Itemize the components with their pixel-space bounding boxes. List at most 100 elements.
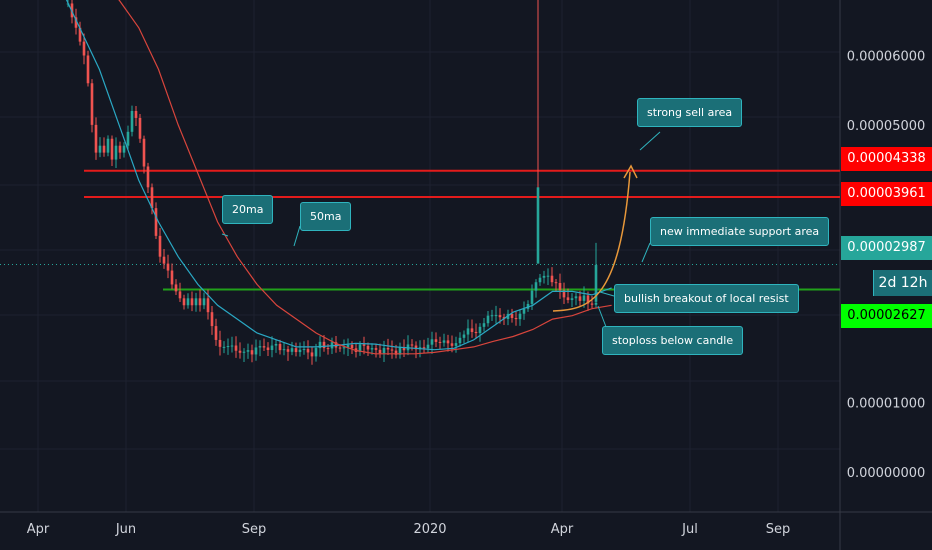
candle-body bbox=[362, 344, 366, 346]
candle-body bbox=[182, 298, 186, 306]
candle-body bbox=[398, 347, 402, 355]
candle-body bbox=[358, 344, 362, 353]
candle-body bbox=[350, 345, 354, 349]
candle-body bbox=[266, 347, 270, 351]
candle-body bbox=[234, 345, 238, 351]
candle-body bbox=[494, 315, 498, 317]
candle-body bbox=[286, 349, 290, 352]
candle-body bbox=[118, 145, 122, 153]
candle-body bbox=[430, 339, 434, 345]
candle-body bbox=[298, 349, 302, 353]
candle-body bbox=[562, 290, 566, 298]
candle-body bbox=[138, 117, 142, 139]
candle-body bbox=[254, 347, 258, 355]
candle-body bbox=[302, 349, 306, 351]
candle-body bbox=[250, 350, 254, 355]
candle-body bbox=[478, 326, 482, 334]
candle-body bbox=[246, 350, 250, 352]
candle-body bbox=[546, 275, 550, 277]
candle-body bbox=[122, 145, 126, 153]
annotation-50ma[interactable]: 50ma bbox=[300, 202, 352, 231]
moving-average-20ma bbox=[65, 0, 612, 351]
candle-body bbox=[518, 313, 522, 320]
candle-body bbox=[198, 298, 202, 306]
x-tick-label: Sep bbox=[242, 522, 267, 537]
annotation-stoploss[interactable]: stoploss below candle bbox=[602, 326, 744, 355]
candle-body bbox=[274, 343, 278, 346]
callout-connector bbox=[221, 233, 229, 237]
candle-body bbox=[338, 347, 342, 349]
x-tick-label: Jul bbox=[681, 522, 698, 537]
candle-body bbox=[474, 331, 478, 334]
y-tick-label: 0.00005000 bbox=[847, 119, 926, 134]
candle-body bbox=[422, 347, 426, 349]
candle-body bbox=[574, 296, 578, 299]
candle-body bbox=[98, 145, 102, 153]
candle-body bbox=[554, 282, 558, 284]
candle-body bbox=[74, 17, 78, 28]
candle-body bbox=[322, 341, 326, 349]
candle-body bbox=[94, 124, 98, 153]
candle-body bbox=[426, 344, 430, 349]
candle-body bbox=[158, 235, 162, 257]
candle-body-spike bbox=[536, 187, 540, 264]
candle-body bbox=[466, 328, 470, 335]
candle-body bbox=[486, 315, 490, 324]
y-tick-label: 0.00006000 bbox=[847, 50, 926, 65]
candle-body bbox=[202, 298, 206, 306]
candle-body bbox=[238, 350, 242, 353]
annotation-bullish-breakout[interactable]: bullish breakout of local resist bbox=[614, 284, 799, 313]
annotation-20ma[interactable]: 20ma bbox=[222, 195, 274, 224]
candle-body bbox=[366, 345, 370, 350]
candle-body bbox=[442, 340, 446, 343]
candle-body bbox=[190, 298, 194, 306]
resistance-price-label-2: 0.00003961 bbox=[841, 182, 932, 206]
candle-body bbox=[582, 295, 586, 301]
candle-body bbox=[106, 138, 110, 153]
candle-body bbox=[270, 345, 274, 351]
projection-arrowhead bbox=[623, 164, 638, 179]
candle-body bbox=[282, 349, 286, 351]
candle-body bbox=[450, 343, 454, 346]
candle-body bbox=[462, 334, 466, 338]
candle-body bbox=[218, 339, 222, 347]
candle-body bbox=[434, 339, 438, 342]
candle-body bbox=[498, 315, 502, 318]
candle-body bbox=[550, 275, 554, 283]
callout-connector bbox=[599, 291, 615, 297]
candle-body bbox=[82, 41, 86, 56]
candle-body bbox=[438, 341, 442, 343]
candle-body bbox=[110, 138, 114, 160]
candle-body bbox=[186, 298, 190, 306]
candle-body bbox=[578, 296, 582, 301]
candle-body bbox=[262, 346, 266, 348]
x-tick-label: Sep bbox=[766, 522, 791, 537]
support-price-label: 0.00002627 bbox=[841, 304, 932, 328]
candle-body bbox=[510, 313, 514, 318]
candle-body bbox=[78, 27, 82, 42]
candle-body bbox=[170, 270, 174, 285]
candle-body bbox=[446, 340, 450, 344]
candle-body bbox=[226, 346, 230, 348]
candle-body bbox=[162, 256, 166, 264]
candle-body bbox=[590, 303, 594, 305]
candle-body-breakout bbox=[594, 265, 598, 302]
candle-body bbox=[414, 345, 418, 350]
candle-body bbox=[278, 343, 282, 351]
candle-body bbox=[482, 323, 486, 327]
annotation-new-immediate-support-area[interactable]: new immediate support area bbox=[650, 217, 830, 246]
annotation-strong-sell-area[interactable]: strong sell area bbox=[637, 98, 743, 127]
candle-body bbox=[242, 351, 246, 353]
candle-body bbox=[454, 343, 458, 346]
candle-body bbox=[390, 349, 394, 351]
callout-connector bbox=[641, 242, 651, 263]
candle-body bbox=[210, 312, 214, 327]
candle-body bbox=[318, 341, 322, 349]
candle-body bbox=[194, 298, 198, 306]
candle-body bbox=[558, 282, 562, 291]
candle-body bbox=[150, 187, 154, 209]
candle-body bbox=[370, 348, 374, 350]
candle-body bbox=[294, 348, 298, 353]
